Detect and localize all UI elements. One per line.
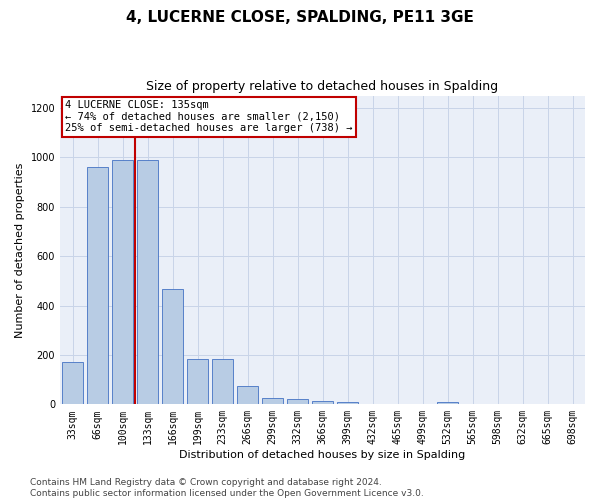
Bar (212, 358, 233, 405)
Bar (262, 398, 283, 404)
Bar (62, 362, 83, 405)
Y-axis label: Number of detached properties: Number of detached properties (15, 162, 25, 338)
Bar (187, 358, 208, 405)
Text: Contains HM Land Registry data © Crown copyright and database right 2024.
Contai: Contains HM Land Registry data © Crown c… (30, 478, 424, 498)
Bar (112, 160, 133, 404)
Bar (162, 290, 183, 405)
Bar (312, 400, 333, 404)
Bar (437, 402, 458, 404)
Bar (87, 167, 108, 404)
Text: 4, LUCERNE CLOSE, SPALDING, PE11 3GE: 4, LUCERNE CLOSE, SPALDING, PE11 3GE (126, 10, 474, 25)
Bar (337, 402, 358, 404)
X-axis label: Distribution of detached houses by size in Spalding: Distribution of detached houses by size … (179, 450, 466, 460)
Bar (287, 400, 308, 404)
Text: 4 LUCERNE CLOSE: 135sqm
← 74% of detached houses are smaller (2,150)
25% of semi: 4 LUCERNE CLOSE: 135sqm ← 74% of detache… (65, 100, 353, 134)
Bar (137, 160, 158, 404)
Title: Size of property relative to detached houses in Spalding: Size of property relative to detached ho… (146, 80, 499, 93)
Bar (237, 386, 258, 404)
